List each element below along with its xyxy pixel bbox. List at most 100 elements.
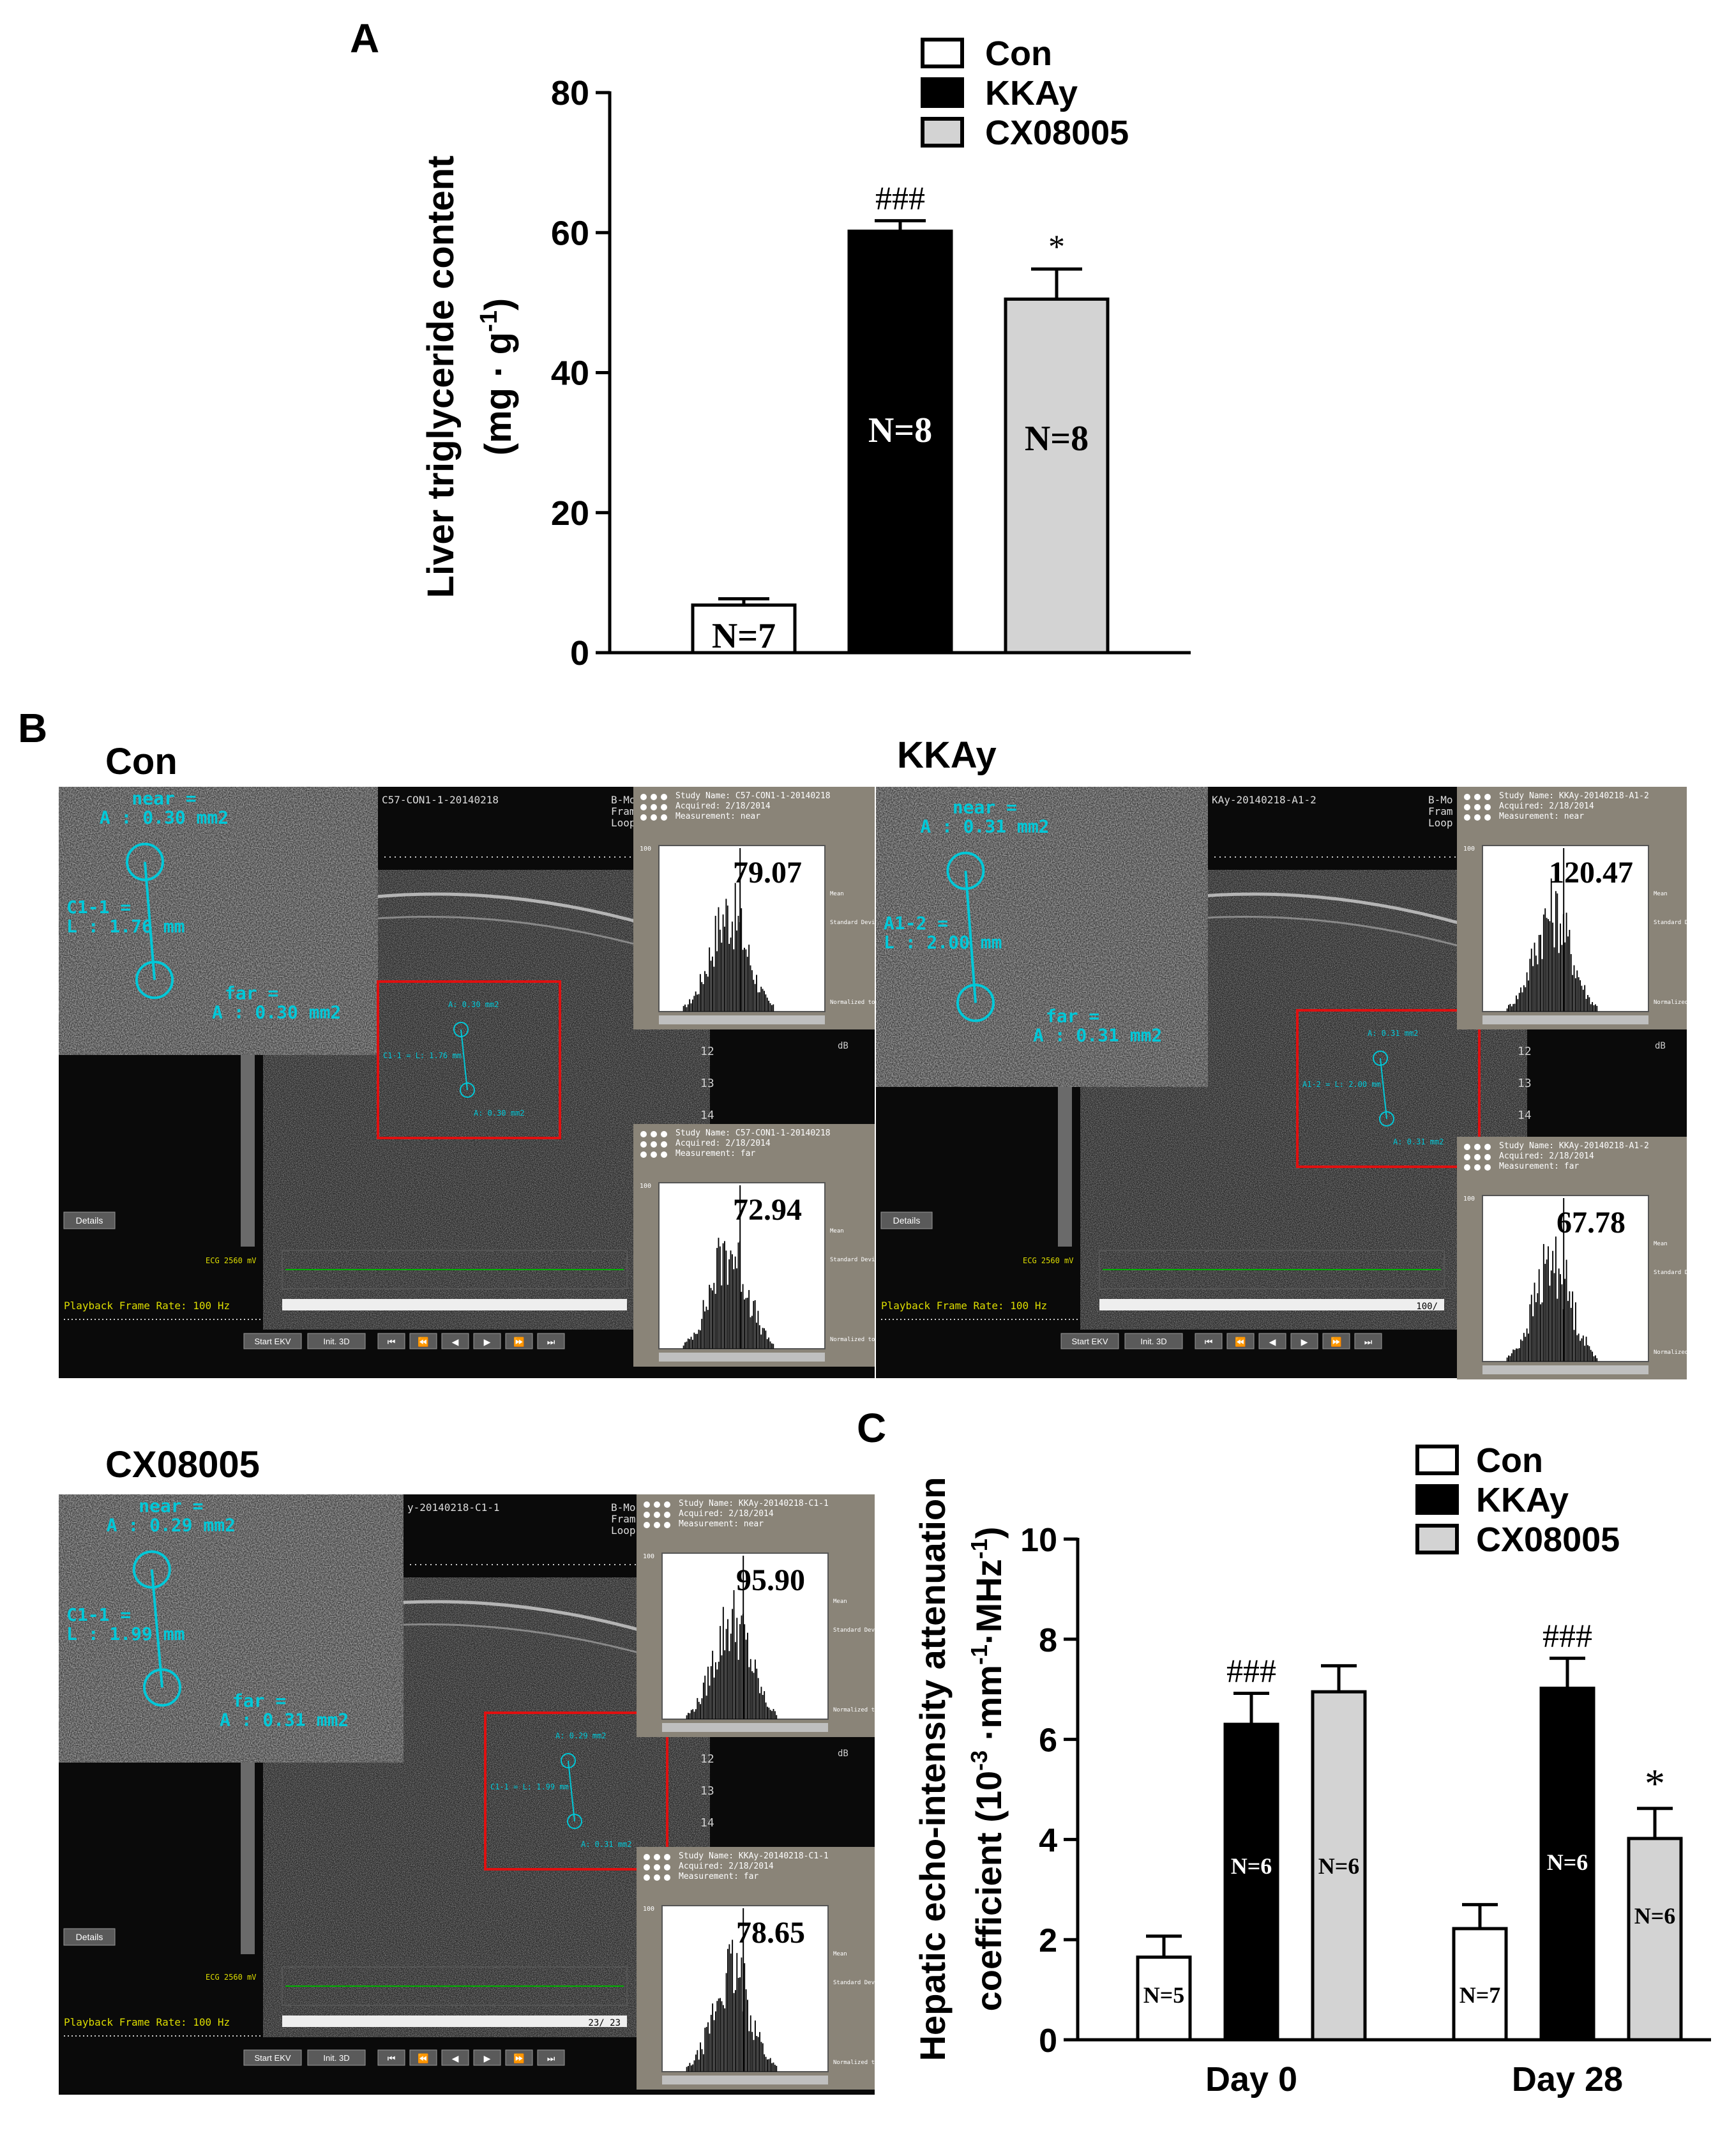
histogram-bin [698,1330,700,1349]
histogram-bin [1526,1328,1528,1362]
histogram-bin [719,929,721,1012]
mean-intensity-far: 67.78 [1557,1206,1625,1240]
playback-control-button[interactable] [441,1333,469,1349]
mean-intensity-near: 95.90 [736,1563,805,1597]
init-3d-button[interactable] [307,1333,366,1349]
roi-near-circle [1373,1051,1388,1066]
histogram-panel-far: Study Name: KKAy-20140218-C1-1Acquired: … [637,1847,926,2090]
distance-label: C1-1 = [66,897,131,918]
histogram-bin [1552,1250,1554,1362]
playback-control-button[interactable] [505,2049,533,2066]
histogram-bin [754,1659,756,1719]
roi-distance-line [460,1029,468,1091]
far-label: far = [225,982,278,1003]
histogram-bin [695,991,697,1012]
histogram-bin [705,2026,707,2072]
playback-rate: Playback Frame Rate: 100 Hz [64,2016,230,2028]
playback-control-button[interactable] [473,2049,501,2066]
init-3d-button[interactable] [307,2049,366,2066]
playback-slider[interactable] [282,1299,627,1310]
study-name-label: Study Name: KKAy-20140218-A1-2 [1499,1141,1649,1151]
details-button[interactable] [880,1211,933,1229]
histogram-bin [716,2001,718,2072]
init-3d-button[interactable] [1124,1333,1183,1349]
start-ekv-label: Start EKV [254,2053,290,2063]
playback-control-button[interactable] [441,2049,469,2066]
roi-distance-text: A1-2 = L: 2.00 mm [1302,1080,1381,1089]
study-name-label: Study Name: C57-CON1-1-20140218 [675,1128,831,1138]
logo-dot [651,1151,657,1158]
panel-c-significance: * [1645,1761,1665,1806]
histogram-bin [742,950,744,1012]
playback-control-button[interactable] [505,1333,533,1349]
panel-c-y-tick-label: 10 [1020,1522,1057,1559]
histogram-bin [1537,964,1539,1012]
playback-control-button[interactable] [473,1333,501,1349]
zoom-inset-speckle [59,1494,403,1763]
histogram-bin [751,1316,753,1349]
histogram-gradient-bar [1482,1365,1648,1374]
histogram-bin [693,2060,695,2072]
playback-control-button[interactable] [377,2049,405,2066]
logo-dot [664,1854,670,1860]
histogram-bin [1509,1356,1511,1362]
roi-near-text: A: 0.31 mm2 [1368,1029,1418,1038]
logo-dot [1484,804,1491,810]
playback-slider[interactable] [282,2016,627,2027]
histogram-bin [1509,1004,1511,1012]
histogram-bin [713,966,715,1012]
histogram-bin [748,2031,750,2072]
near-area: A : 0.31 mm2 [920,816,1049,837]
playback-control-button[interactable] [1226,1333,1255,1349]
playback-control-button[interactable] [1258,1333,1286,1349]
playback-control-button[interactable] [1322,1333,1350,1349]
playback-control-button[interactable] [409,2049,437,2066]
histogram-bin [1548,1246,1549,1362]
init-3d-label: Init. 3D [323,1337,349,1346]
histogram-bin [1542,1243,1544,1362]
playback-control-button[interactable] [409,1333,437,1349]
panel-c-y-units-text: coefficient (10 [969,1771,1009,2012]
playback-control-button[interactable] [1290,1333,1318,1349]
logo-dot [651,794,657,800]
histogram-bin [1516,995,1517,1012]
distance-value: L : 2.00 mm [884,932,1002,953]
acquired-label: Acquired: 2/18/2014 [675,1139,771,1148]
histogram-bin [730,1250,732,1349]
histogram-bin [701,1698,703,1719]
logo-dot [1484,794,1491,800]
histogram-bin [746,957,748,1012]
histogram-bin [768,1001,770,1012]
histogram-bin [692,999,693,1012]
logo-dot [640,1131,647,1137]
histogram-bin [719,1246,721,1349]
playback-control-button[interactable] [1354,1333,1382,1349]
playback-control-button[interactable] [537,1333,565,1349]
playback-slider[interactable] [1099,1299,1444,1310]
histogram-bin [710,1666,712,1719]
histogram-bin [759,1693,760,1719]
panel-a-legend-swatch [921,117,964,148]
start-ekv-button[interactable] [243,2049,302,2066]
roi-far-text: A: 0.31 mm2 [1393,1137,1444,1146]
histogram-bin [776,1715,778,1719]
playback-control-button[interactable] [1195,1333,1223,1349]
histogram-bin [730,1953,732,2072]
ecg-label: ECG 2560 mV [206,1973,256,1982]
histogram-bin [732,1609,734,1719]
histogram-bin [1517,1348,1519,1362]
histogram-bin [734,1990,736,2072]
playback-control-button[interactable] [537,2049,565,2066]
details-button[interactable] [63,1928,116,1946]
histogram-bin [734,1642,736,1719]
histogram-bin [739,1624,741,1719]
histogram-panel-near: Study Name: C57-CON1-1-20140218Acquired:… [633,787,923,1029]
playback-control-button[interactable] [377,1333,405,1349]
details-button[interactable] [63,1211,116,1229]
start-ekv-button[interactable] [243,1333,302,1349]
ecg-label: ECG 2560 mV [206,1256,256,1265]
start-ekv-button[interactable] [1060,1333,1119,1349]
histogram-bin [769,1003,771,1012]
logo-dot [651,1141,657,1148]
